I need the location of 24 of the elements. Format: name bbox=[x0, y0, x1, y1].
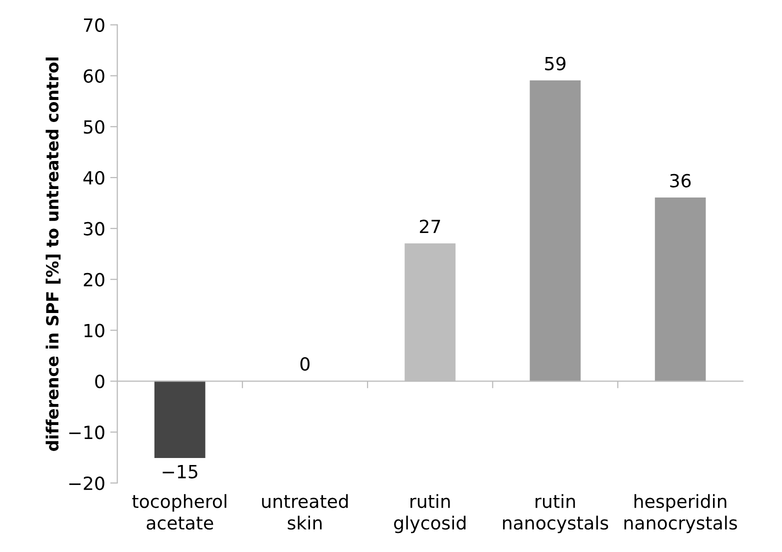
y-tick-label: −10 bbox=[69, 426, 104, 440]
x-tick-label: untreated skin bbox=[262, 494, 348, 530]
x-tick-label: hesperidin nanocrystals bbox=[624, 494, 737, 534]
bar bbox=[654, 198, 706, 382]
data-label: 59 bbox=[545, 56, 566, 70]
y-axis-title: difference in SPF [%] to untreated control bbox=[46, 58, 61, 451]
bar bbox=[530, 80, 581, 382]
bar bbox=[154, 380, 206, 458]
y-tick-label: 70 bbox=[84, 18, 104, 32]
data-label: 36 bbox=[670, 174, 691, 188]
y-tick-label: −20 bbox=[69, 476, 104, 490]
y-tick-label: 0 bbox=[95, 374, 104, 388]
data-label: 27 bbox=[420, 220, 440, 234]
y-tick-label: 50 bbox=[84, 120, 104, 134]
y-tick-label: 30 bbox=[84, 222, 104, 236]
data-label: 0 bbox=[300, 357, 310, 371]
y-tick-label: 10 bbox=[84, 324, 104, 338]
y-tick-label: 40 bbox=[83, 171, 104, 185]
x-tick-label: rutin glycosid bbox=[394, 494, 466, 534]
x-tick-label: rutin nanocystals bbox=[503, 494, 608, 534]
y-tick-label: 60 bbox=[84, 69, 104, 83]
y-tick-label: 20 bbox=[84, 272, 104, 286]
x-tick-label: tocopherol acetate bbox=[132, 494, 226, 530]
data-label: −15 bbox=[162, 465, 198, 478]
